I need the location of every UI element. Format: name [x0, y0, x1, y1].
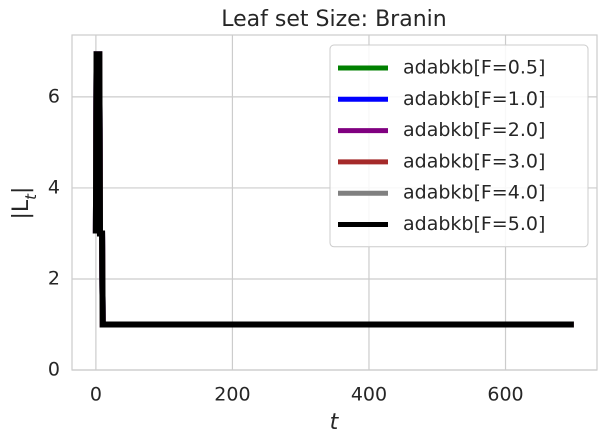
y-tick-label: 0 — [48, 359, 60, 381]
y-axis-label: |Lt| — [9, 187, 40, 220]
x-tick-label: 600 — [487, 384, 523, 406]
chart-title: Leaf set Size: Branin — [221, 7, 446, 32]
legend-label: adabkb[F=5.0] — [403, 213, 545, 235]
legend-box — [329, 44, 589, 248]
y-tick-label: 4 — [48, 176, 60, 198]
y-tick-label: 6 — [48, 85, 60, 107]
legend-label: adabkb[F=3.0] — [403, 150, 545, 172]
legend-label: adabkb[F=1.0] — [403, 88, 545, 110]
legend-label: adabkb[F=4.0] — [403, 182, 545, 204]
x-axis-label: t — [330, 410, 340, 435]
legend-label: adabkb[F=0.5] — [403, 57, 545, 79]
x-tick-label: 400 — [351, 384, 387, 406]
series-line — [92, 51, 574, 328]
plot-frame — [71, 34, 598, 371]
x-tick-label: 200 — [214, 384, 250, 406]
y-tick-label: 2 — [48, 267, 60, 289]
x-tick-label: 0 — [90, 384, 102, 406]
legend-label: adabkb[F=2.0] — [403, 119, 545, 141]
legend: adabkb[F=0.5] adabkb[F=1.0] adabkb[F=2.0] a… — [329, 44, 589, 248]
